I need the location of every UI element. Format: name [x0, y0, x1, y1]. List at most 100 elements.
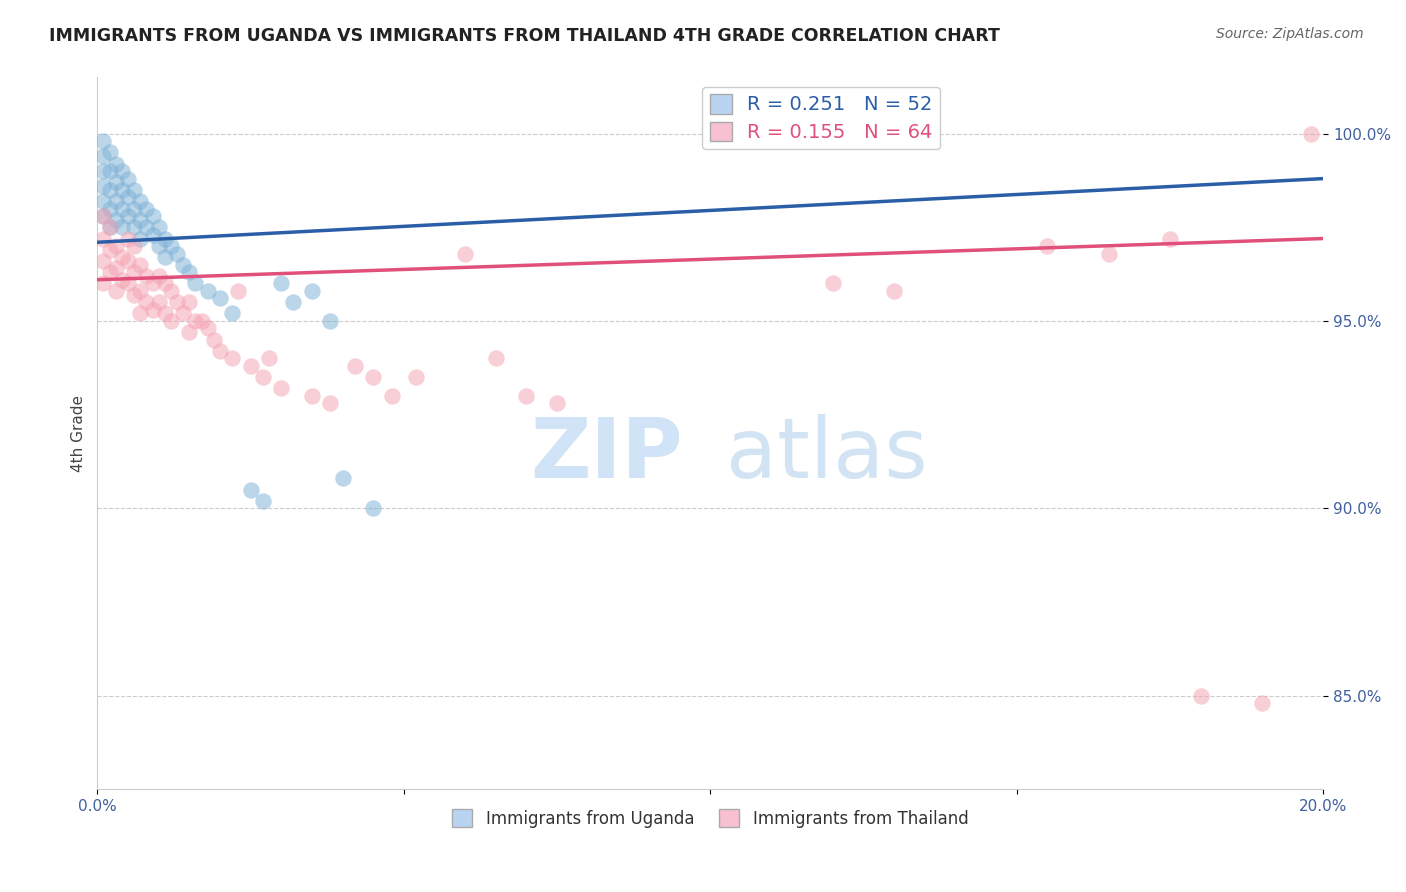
- Point: [148, 295, 170, 310]
- Point: [129, 212, 152, 227]
- Point: [257, 351, 280, 366]
- Point: [104, 261, 127, 276]
- Point: [239, 483, 262, 497]
- Point: [197, 321, 219, 335]
- Point: [546, 396, 568, 410]
- Point: [148, 268, 170, 283]
- Point: [98, 243, 121, 257]
- Point: [221, 351, 243, 366]
- Point: [252, 493, 274, 508]
- Point: [172, 258, 194, 272]
- Point: [98, 220, 121, 235]
- Point: [821, 277, 844, 291]
- Point: [405, 370, 427, 384]
- Point: [135, 220, 157, 235]
- Text: atlas: atlas: [725, 414, 928, 495]
- Point: [166, 246, 188, 260]
- Point: [1251, 696, 1274, 710]
- Point: [93, 194, 115, 208]
- Point: [208, 292, 231, 306]
- Point: [301, 389, 323, 403]
- Point: [93, 209, 115, 223]
- Point: [270, 277, 292, 291]
- Point: [93, 209, 115, 223]
- Point: [1189, 689, 1212, 703]
- Point: [104, 284, 127, 298]
- Point: [104, 175, 127, 189]
- Point: [343, 359, 366, 373]
- Point: [122, 183, 145, 197]
- Point: [221, 306, 243, 320]
- Point: [135, 202, 157, 216]
- Point: [122, 239, 145, 253]
- Point: [301, 284, 323, 298]
- Point: [93, 277, 115, 291]
- Point: [129, 194, 152, 208]
- Point: [270, 381, 292, 395]
- Point: [179, 295, 201, 310]
- Point: [172, 306, 194, 320]
- Point: [98, 145, 121, 160]
- Point: [93, 134, 115, 148]
- Point: [111, 250, 134, 264]
- Point: [141, 227, 163, 242]
- Point: [166, 295, 188, 310]
- Point: [228, 284, 250, 298]
- Point: [160, 239, 183, 253]
- Point: [153, 231, 176, 245]
- Point: [239, 359, 262, 373]
- Point: [98, 164, 121, 178]
- Point: [361, 370, 384, 384]
- Point: [122, 220, 145, 235]
- Point: [122, 265, 145, 279]
- Text: Source: ZipAtlas.com: Source: ZipAtlas.com: [1216, 27, 1364, 41]
- Point: [141, 302, 163, 317]
- Point: [197, 284, 219, 298]
- Point: [361, 501, 384, 516]
- Point: [179, 325, 201, 339]
- Point: [179, 265, 201, 279]
- Point: [129, 284, 152, 298]
- Point: [135, 268, 157, 283]
- Point: [381, 389, 404, 403]
- Point: [148, 220, 170, 235]
- Point: [332, 471, 354, 485]
- Point: [129, 258, 152, 272]
- Y-axis label: 4th Grade: 4th Grade: [72, 395, 86, 472]
- Point: [1036, 239, 1059, 253]
- Legend: Immigrants from Uganda, Immigrants from Thailand: Immigrants from Uganda, Immigrants from …: [446, 803, 974, 834]
- Point: [202, 333, 225, 347]
- Point: [93, 231, 115, 245]
- Point: [117, 171, 139, 186]
- Point: [122, 287, 145, 301]
- Point: [141, 277, 163, 291]
- Point: [111, 183, 134, 197]
- Point: [117, 209, 139, 223]
- Point: [129, 231, 152, 245]
- Point: [208, 343, 231, 358]
- Point: [184, 314, 207, 328]
- Point: [135, 295, 157, 310]
- Point: [93, 179, 115, 194]
- Point: [117, 277, 139, 291]
- Point: [111, 202, 134, 216]
- Point: [117, 254, 139, 268]
- Point: [319, 396, 342, 410]
- Point: [104, 156, 127, 170]
- Point: [148, 239, 170, 253]
- Point: [454, 246, 477, 260]
- Point: [153, 277, 176, 291]
- Point: [111, 273, 134, 287]
- Point: [283, 295, 305, 310]
- Point: [98, 202, 121, 216]
- Point: [252, 370, 274, 384]
- Point: [98, 220, 121, 235]
- Point: [153, 250, 176, 264]
- Point: [153, 306, 176, 320]
- Point: [160, 314, 183, 328]
- Point: [104, 212, 127, 227]
- Point: [190, 314, 212, 328]
- Point: [160, 284, 183, 298]
- Point: [122, 202, 145, 216]
- Text: ZIP: ZIP: [530, 414, 682, 495]
